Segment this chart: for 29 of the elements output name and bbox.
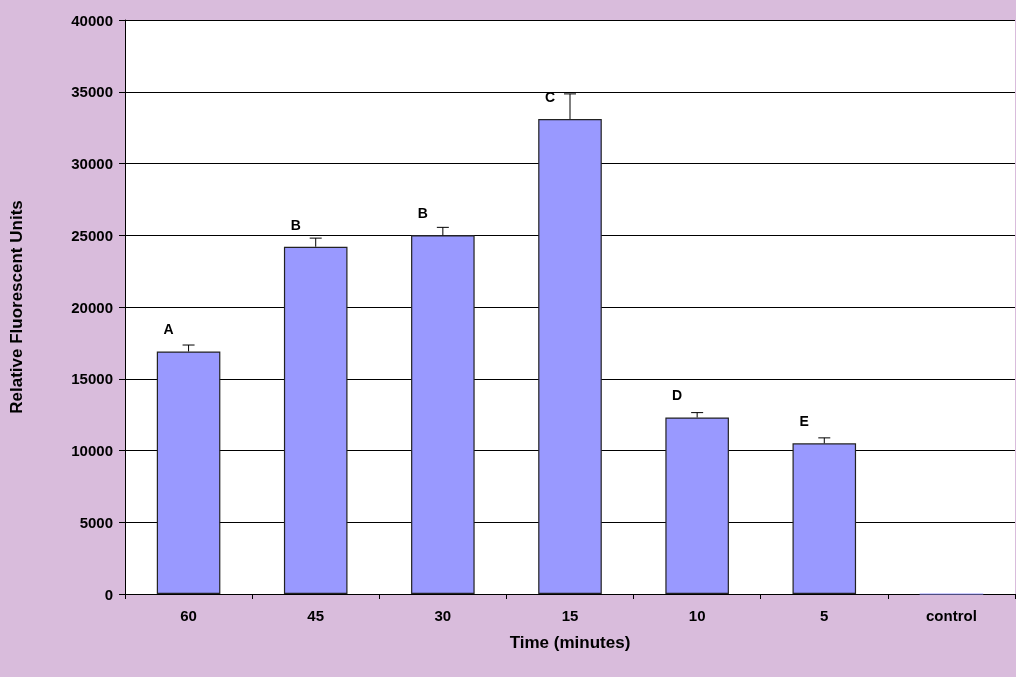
- bar: [283, 246, 348, 594]
- annotation: B: [417, 205, 428, 222]
- y-tick-label: 40000: [71, 11, 113, 29]
- x-axis-title: Time (minutes): [509, 633, 631, 652]
- y-tick-label: 35000: [71, 83, 113, 101]
- x-tick-label: 5: [820, 607, 829, 624]
- y-tick-label: 10000: [71, 442, 113, 459]
- bar: [538, 119, 602, 594]
- bar: [792, 443, 857, 594]
- x-tick-label: 60: [180, 607, 197, 624]
- annotation: D: [672, 387, 683, 404]
- x-tick-label: 30: [434, 607, 452, 624]
- y-tick-label: 25000: [71, 226, 113, 244]
- x-tick-label: control: [926, 607, 977, 624]
- annotation: E: [799, 413, 809, 430]
- y-tick-label: 15000: [71, 370, 113, 388]
- y-tick-label: 20000: [71, 298, 113, 316]
- bar: [665, 417, 729, 594]
- bar: [411, 235, 475, 594]
- bar: [156, 351, 221, 594]
- y-tick-label: 5000: [79, 513, 113, 531]
- x-tick-label: 10: [688, 607, 706, 624]
- annotation: A: [163, 321, 174, 338]
- annotation: B: [290, 216, 301, 233]
- y-tick-label: 30000: [71, 155, 113, 172]
- x-tick-label: 15: [561, 607, 579, 624]
- y-axis-title: Relative Fluorescent Units: [7, 200, 26, 414]
- x-tick-label: 45: [307, 607, 325, 624]
- y-tick-label: 0: [104, 585, 113, 603]
